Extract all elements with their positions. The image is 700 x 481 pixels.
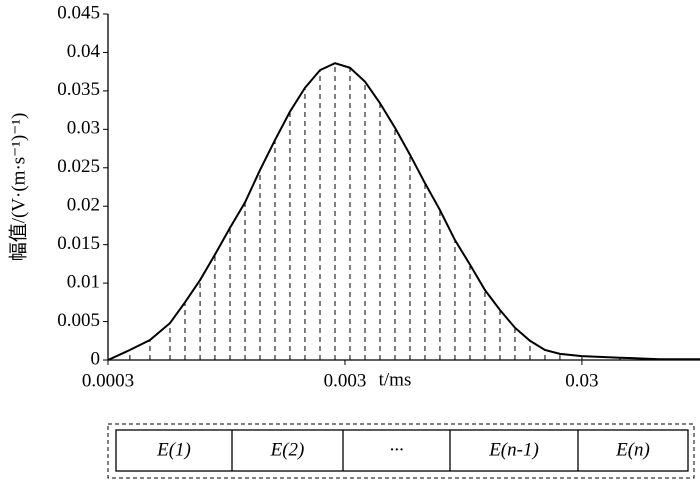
- y-tick-label: 0.025: [57, 156, 100, 177]
- y-tick-label: 0.035: [57, 79, 100, 100]
- x-tick-label: 0.03: [565, 370, 598, 391]
- sequence-inner-box: [115, 429, 689, 472]
- y-tick-label: 0.04: [67, 41, 101, 62]
- y-tick-label: 0.02: [67, 195, 100, 216]
- sequence-label: E(1): [156, 439, 191, 460]
- sequence-label: ···: [389, 439, 403, 460]
- y-tick-label: 0.015: [57, 233, 100, 254]
- sequence-outer-box: [107, 423, 695, 479]
- y-tick-label: 0.03: [67, 118, 100, 139]
- y-tick-label: 0.005: [57, 310, 100, 331]
- curve: [107, 62, 700, 361]
- y-tick-label: 0.01: [67, 271, 100, 292]
- sequence-label: E(n-1): [488, 439, 539, 460]
- x-axis-label: t/ms: [379, 369, 412, 390]
- y-tick-label: 0.045: [57, 2, 100, 23]
- sequence-label: E(n): [615, 439, 650, 460]
- x-tick-label: 0.0003: [82, 370, 134, 391]
- x-tick-label: 0.003: [324, 370, 367, 391]
- y-axis-label: 幅值/(V·(m·s⁻¹)⁻¹): [7, 113, 29, 262]
- y-tick-label: 0: [91, 348, 101, 369]
- sequence-label: E(2): [270, 439, 305, 460]
